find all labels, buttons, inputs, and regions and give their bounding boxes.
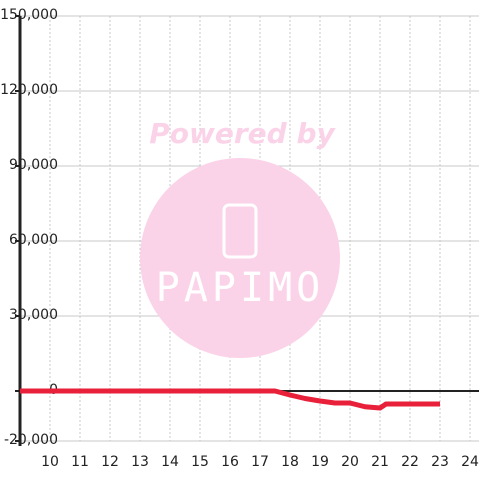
x-tick-label: 23 <box>431 454 449 470</box>
watermark-text: Powered by <box>149 117 336 150</box>
y-tick-label: 60,000 <box>9 232 58 248</box>
y-tick-label: 120,000 <box>0 82 58 98</box>
x-tick-label: 16 <box>221 454 239 470</box>
x-tick-label: 22 <box>401 454 419 470</box>
x-tick-label: 12 <box>101 454 119 470</box>
y-tick-label: 90,000 <box>9 157 58 173</box>
y-tick-label: 30,000 <box>9 307 58 323</box>
y-tick-label: -20,000 <box>4 432 58 448</box>
x-tick-label: 19 <box>311 454 329 470</box>
watermark-logo: PAPIMO <box>156 265 325 311</box>
x-tick-label: 15 <box>191 454 209 470</box>
x-tick-label: 11 <box>71 454 89 470</box>
watermark-icon <box>222 203 258 259</box>
x-tick-label: 21 <box>371 454 389 470</box>
x-tick-label: 24 <box>461 454 479 470</box>
x-tick-label: 13 <box>131 454 149 470</box>
data-line <box>20 388 440 411</box>
y-tick-label: 150,000 <box>0 7 58 23</box>
x-tick-label: 18 <box>281 454 299 470</box>
x-tick-label: 10 <box>41 454 59 470</box>
x-tick-label: 17 <box>251 454 269 470</box>
x-tick-label: 20 <box>341 454 359 470</box>
x-tick-label: 14 <box>161 454 179 470</box>
